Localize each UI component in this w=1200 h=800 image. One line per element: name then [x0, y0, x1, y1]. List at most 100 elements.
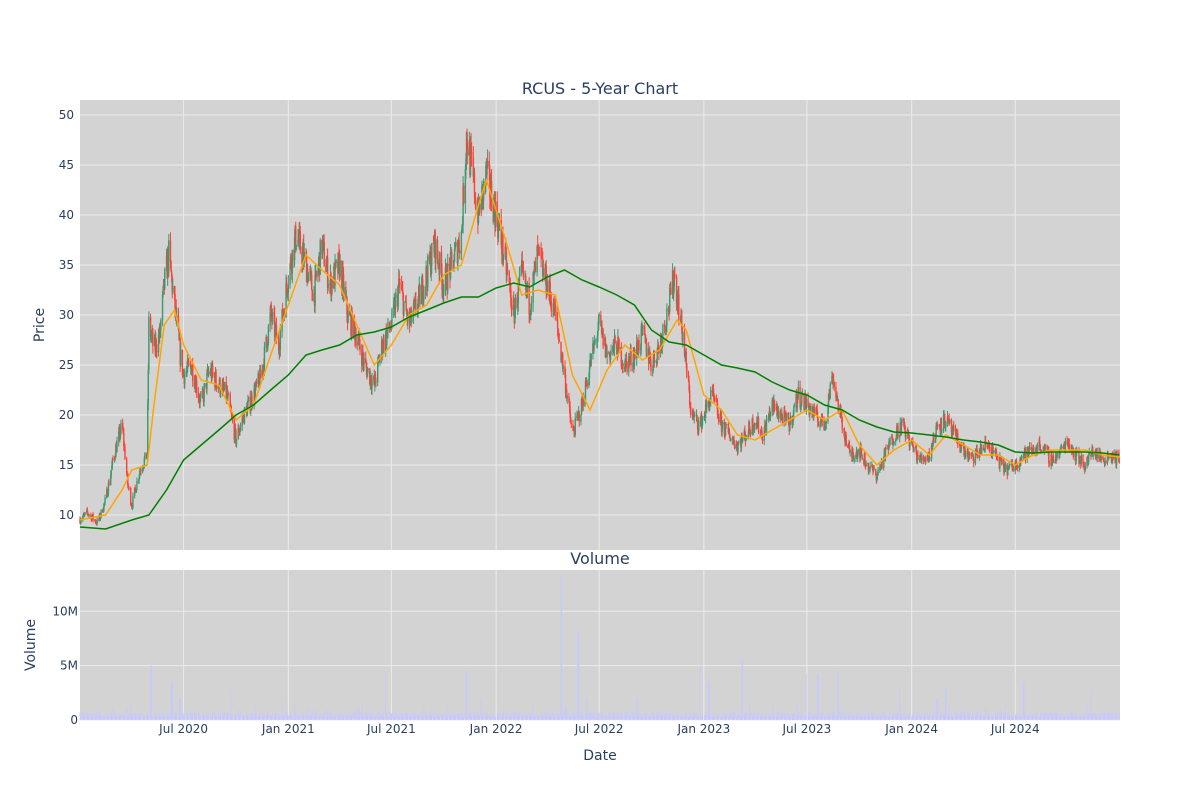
candle-body: [672, 270, 674, 295]
volume-bar: [450, 712, 451, 720]
candle-body: [841, 417, 843, 429]
candle-body: [664, 326, 666, 332]
candle-body: [791, 416, 793, 425]
volume-bar: [275, 711, 277, 720]
candle-body: [821, 413, 823, 421]
volume-bar: [1035, 716, 1037, 720]
candle-body: [685, 352, 687, 365]
candle-body: [837, 399, 839, 413]
volume-bar: [477, 711, 479, 720]
volume-bar: [590, 712, 592, 720]
candle-body: [736, 443, 738, 445]
volume-bar: [589, 711, 590, 720]
candle-body: [188, 362, 190, 364]
volume-bar: [893, 712, 895, 720]
candle-body: [211, 364, 214, 374]
candle-body: [266, 336, 268, 343]
volume-bar: [813, 712, 815, 720]
volume-bar: [948, 703, 950, 720]
volume-bar: [206, 716, 208, 720]
volume-bar: [524, 715, 526, 720]
volume-bar: [83, 714, 85, 720]
volume-bar: [429, 712, 430, 720]
candle-body: [116, 441, 118, 453]
volume-bar: [645, 713, 647, 720]
volume-bar: [917, 714, 919, 720]
volume-bar: [166, 714, 168, 720]
volume-bar: [218, 711, 220, 720]
volume-bar: [610, 714, 612, 720]
volume-bar: [982, 715, 984, 720]
volume-bar: [375, 713, 377, 720]
candle-body: [325, 265, 328, 272]
volume-bar: [460, 711, 462, 720]
candle-body: [895, 438, 897, 440]
candle-body: [904, 427, 906, 429]
volume-bar: [912, 713, 914, 720]
candle-body: [853, 457, 855, 461]
volume-bar: [911, 717, 913, 720]
volume-bar: [1006, 712, 1008, 720]
volume-bar: [1008, 715, 1010, 720]
candle-body: [151, 334, 153, 337]
volume-bar: [592, 711, 594, 720]
candle-body: [895, 439, 897, 442]
volume-bar: [796, 715, 798, 720]
volume-bar: [1072, 716, 1074, 720]
x-tick-label: Jul 2022: [574, 722, 624, 736]
candle-body: [767, 419, 769, 420]
volume-bar: [238, 715, 240, 720]
volume-bar: [994, 712, 996, 720]
candle-body: [565, 389, 568, 399]
volume-bar: [1042, 714, 1044, 720]
volume-bar: [107, 716, 109, 720]
volume-bar: [234, 714, 236, 720]
volume-bar: [1103, 713, 1104, 720]
volume-bar: [738, 714, 740, 720]
volume-bar: [458, 714, 460, 720]
volume-bar: [135, 711, 137, 720]
candle-body: [80, 520, 82, 522]
volume-bar: [653, 715, 655, 720]
price-gridlines: [80, 100, 1120, 550]
volume-bar: [158, 716, 159, 720]
volume-bar: [373, 716, 375, 720]
volume-bar: [415, 715, 417, 720]
volume-bar: [1115, 710, 1116, 720]
candle-body: [239, 429, 241, 433]
volume-bar: [597, 713, 599, 720]
volume-bar: [378, 711, 380, 720]
volume-bar: [754, 713, 755, 720]
candle-body: [702, 417, 704, 421]
volume-bar: [857, 716, 858, 720]
volume-bar: [441, 716, 443, 720]
volume-bar: [712, 716, 713, 720]
volume-bar: [351, 714, 352, 720]
candle-body: [562, 354, 564, 369]
x-tick-label: Jul 2021: [366, 722, 416, 736]
candle-body: [1011, 463, 1014, 471]
candle-body: [558, 334, 560, 340]
volume-bar: [585, 714, 587, 720]
volume-bar: [557, 716, 559, 720]
volume-bar: [1047, 714, 1049, 720]
volume-bar: [759, 716, 761, 720]
volume-bar: [753, 711, 755, 720]
volume-bar: [997, 712, 999, 720]
volume-bar: [410, 716, 412, 720]
candle-body: [933, 433, 935, 443]
volume-bar: [869, 712, 870, 720]
volume-bar: [727, 716, 729, 720]
volume-bar: [501, 713, 503, 720]
volume-bar: [479, 714, 481, 720]
candle-body: [679, 318, 682, 320]
volume-bar: [632, 711, 634, 720]
candle-body: [1035, 449, 1037, 452]
volume-bar: [895, 716, 897, 720]
volume-bar: [584, 714, 586, 720]
volume-bar: [175, 712, 177, 720]
candle-body: [198, 398, 200, 400]
candle-body: [819, 424, 821, 427]
candle-body: [663, 324, 666, 327]
candle-body: [295, 245, 298, 250]
